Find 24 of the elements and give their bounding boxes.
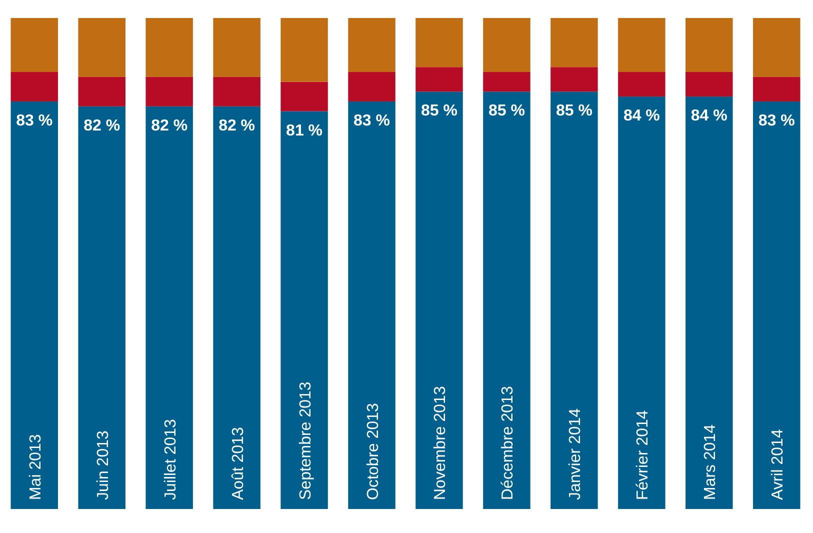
data-label: 81 % — [286, 122, 323, 140]
data-label: 83 % — [758, 112, 795, 130]
x-tick-label: Juillet 2013 — [162, 418, 180, 500]
x-tick-label: Mai 2013 — [27, 434, 44, 500]
x-tick-label: Février 2014 — [634, 410, 652, 500]
data-label: 85 % — [488, 102, 525, 120]
data-label: 84 % — [690, 108, 728, 125]
data-label: 83 % — [354, 112, 390, 130]
x-tick-label: Décembre 2013 — [500, 386, 517, 500]
x-tick-label: Juin 2013 — [94, 430, 112, 500]
x-tick-label: Septembre 2013 — [297, 382, 314, 500]
data-label: 82 % — [151, 117, 188, 134]
x-tick-label: Novembre 2013 — [432, 386, 450, 500]
data-label: 85 % — [421, 102, 458, 120]
x-tick-label: Janvier 2014 — [567, 408, 584, 500]
x-tick-label: Avril 2014 — [770, 429, 787, 500]
x-tick-label: Août 2013 — [230, 426, 247, 500]
data-label: 84 % — [623, 108, 660, 125]
data-label: 82 % — [84, 117, 120, 134]
x-tick-label: Mars 2014 — [702, 424, 720, 500]
data-label: 83 % — [16, 112, 53, 130]
data-label: 82 % — [218, 117, 256, 134]
x-tick-label: Octobre 2013 — [364, 402, 382, 500]
data-label: 85 % — [556, 102, 592, 120]
